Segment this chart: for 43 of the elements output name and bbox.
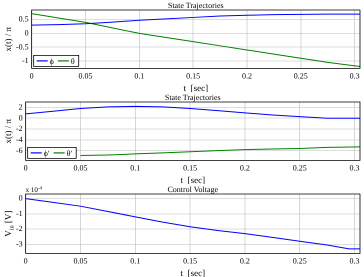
y-tick-label: 0.5 — [18, 14, 29, 24]
y-tick-label: -4 — [16, 134, 23, 144]
y-tick-label: 0 — [18, 194, 23, 203]
x-tick-label: 0.2 — [240, 256, 250, 266]
x-tick-label: 0.1 — [130, 256, 140, 266]
x-tick-label: 0.25 — [294, 71, 308, 80]
y-tick-label: 0 — [18, 113, 23, 122]
legend-label: θ — [70, 56, 75, 66]
x-tick-label: 0.25 — [292, 256, 307, 266]
x-tick-label: 0.15 — [186, 71, 200, 80]
legend-label: ϕ — [50, 56, 54, 66]
y-tick-label: 0 — [24, 28, 29, 38]
chart-title: State Trajectories — [164, 93, 221, 102]
x-axis-title: t [sec] — [180, 175, 206, 185]
y-tick-label: -3 — [16, 239, 23, 248]
y-tick-label: 2 — [18, 102, 23, 112]
x-tick-label: 0.05 — [78, 71, 92, 80]
legend-label: θ′ — [66, 148, 72, 158]
y-axis-title: x(t) / π — [3, 26, 13, 52]
chart-title: State Trajectories — [168, 1, 224, 10]
y-tick-label: -1 — [16, 208, 23, 218]
x-tick-label: 0.3 — [350, 256, 360, 266]
x-tick-label: 0.25 — [292, 163, 307, 172]
y-axis-title: x(t) / π — [3, 118, 13, 144]
x-tick-label: 0.2 — [242, 71, 252, 80]
x-tick-label: 0.15 — [183, 163, 198, 172]
x-tick-label: 0.3 — [350, 71, 360, 80]
x-tick-label: 0.2 — [240, 163, 250, 172]
x-axis-title: t [sec] — [184, 83, 208, 93]
y-tick-label: -2 — [16, 224, 23, 234]
y-tick-label: -2 — [16, 124, 23, 134]
legend-label: ϕ′ — [44, 148, 50, 158]
x-tick-label: 0.05 — [73, 163, 88, 172]
y-tick-label: -6 — [16, 146, 23, 155]
x-tick-label: 0.3 — [350, 163, 360, 172]
x-axis-title: t [sec] — [180, 268, 206, 277]
y-tick-label: -0.5 — [16, 42, 29, 52]
x-tick-label: 0.1 — [130, 163, 140, 172]
chart-title: Control Voltage — [167, 185, 219, 194]
x-tick-label: 0.1 — [134, 71, 144, 80]
x-tick-label: 0.05 — [73, 256, 88, 266]
y-tick-label: -1 — [22, 56, 29, 66]
x-tick-label: 0.15 — [183, 256, 198, 266]
